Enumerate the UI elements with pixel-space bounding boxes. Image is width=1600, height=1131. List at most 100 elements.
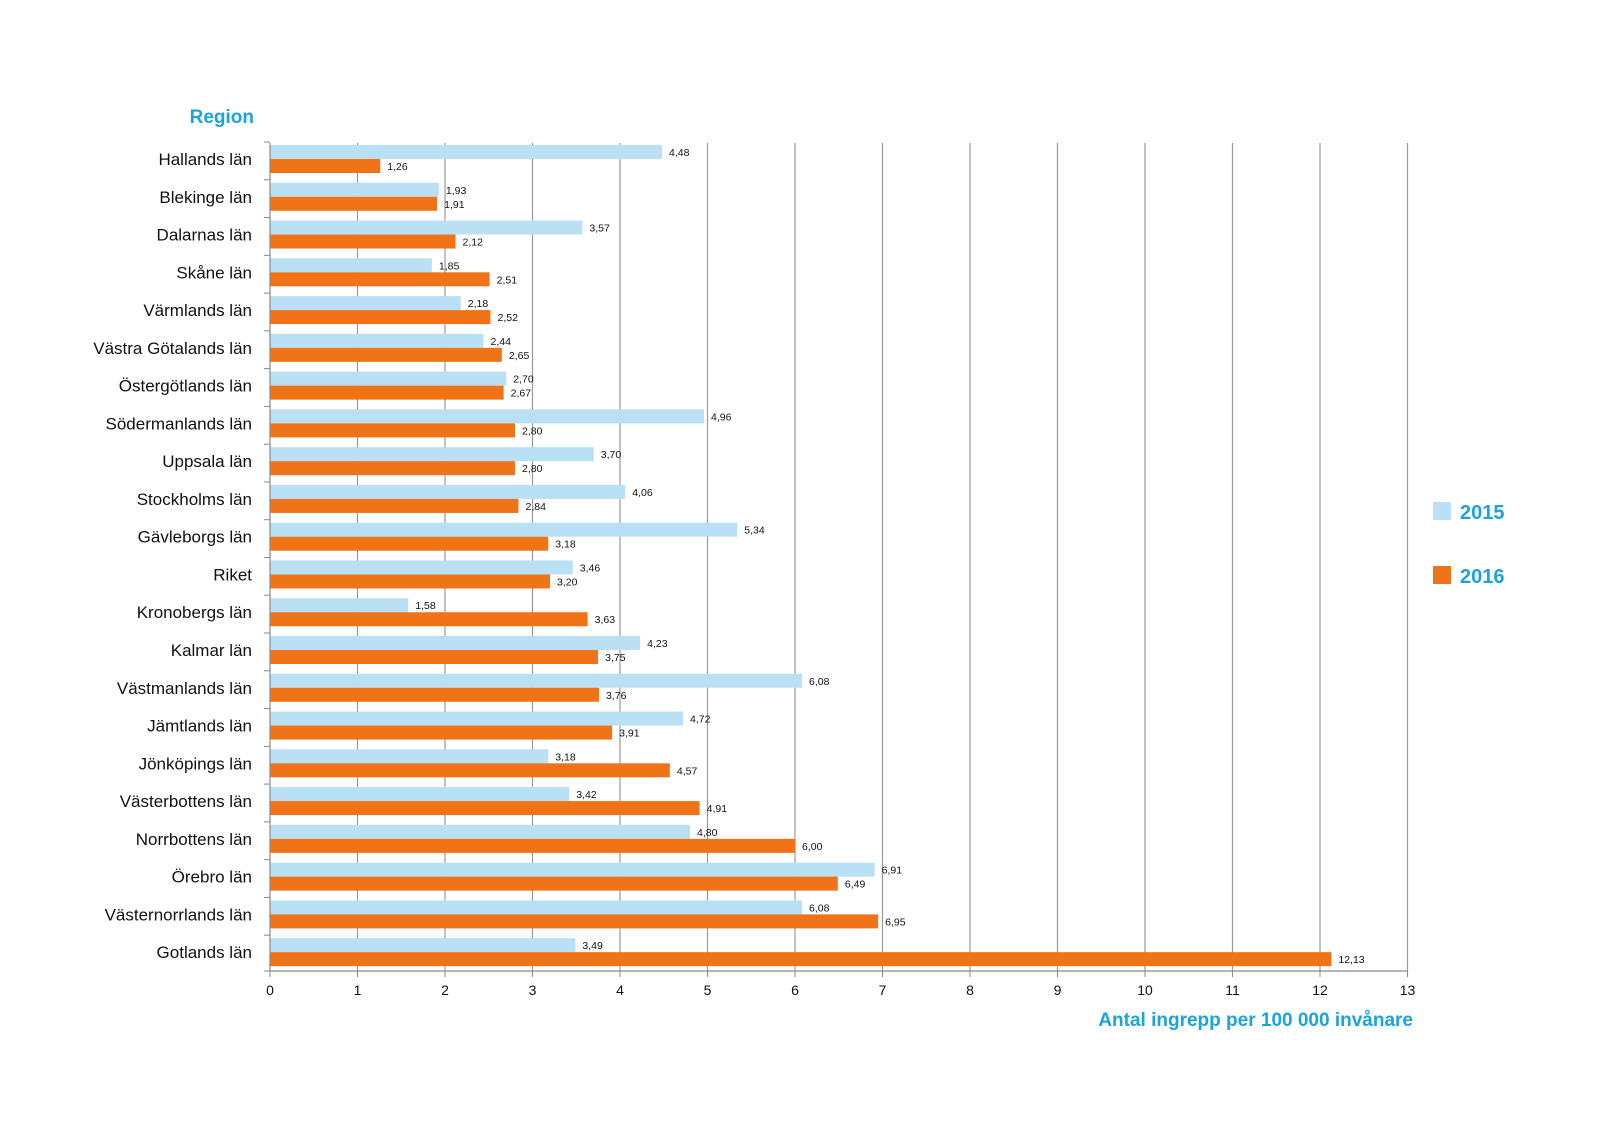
category-label: Västerbottens län (120, 792, 252, 811)
bar-2016 (270, 876, 838, 891)
data-label-2015: 1,85 (439, 260, 460, 272)
legend-label-2015: 2015 (1460, 502, 1505, 524)
x-tick-label-9: 9 (1054, 982, 1062, 998)
category-label: Västernorrlands län (105, 905, 252, 924)
bar-2015 (270, 673, 802, 688)
bar-2015 (270, 636, 641, 651)
x-tick-label-4: 4 (616, 982, 624, 998)
category-label: Norrbottens län (136, 830, 252, 849)
data-label-2016: 2,84 (526, 501, 547, 513)
bar-2016 (270, 272, 490, 287)
data-label-2016: 2,12 (463, 237, 484, 249)
category-label: Kalmar län (171, 641, 252, 660)
bar-2016 (270, 801, 700, 816)
bar-2016 (270, 159, 381, 173)
legend: 2015 2016 (1433, 502, 1505, 588)
data-label-2015: 4,80 (697, 827, 718, 839)
legend-label-2016: 2016 (1460, 566, 1505, 588)
data-label-2015: 2,70 (513, 374, 534, 386)
data-label-2015: 4,48 (669, 147, 690, 159)
bar-2016 (270, 385, 504, 400)
data-label-2016: 2,65 (509, 350, 530, 362)
data-label-2016: 3,91 (619, 728, 640, 740)
bar-2015 (270, 749, 549, 764)
bar-2015 (270, 371, 507, 386)
y-axis-title: Region (190, 107, 254, 128)
bar-2015 (270, 598, 409, 613)
bar-2015 (270, 258, 432, 273)
bar-2015 (270, 787, 570, 802)
bar-2016 (270, 763, 670, 778)
data-label-2015: 3,42 (576, 789, 597, 801)
legend-swatch-2015 (1433, 502, 1451, 520)
bar-2016 (270, 423, 515, 438)
data-label-2016: 12,13 (1338, 954, 1364, 966)
data-label-2016: 1,26 (387, 161, 408, 173)
bar-2016 (270, 196, 438, 211)
data-label-2015: 6,91 (882, 865, 903, 877)
bar-2015 (270, 145, 662, 159)
bar-2016 (270, 310, 491, 325)
category-label: Gotlands län (157, 943, 252, 962)
data-label-2015: 4,72 (690, 714, 711, 726)
data-label-2015: 3,18 (555, 751, 576, 763)
bar-2015 (270, 824, 690, 839)
data-label-2015: 3,46 (580, 562, 601, 574)
bar-2016 (270, 914, 879, 929)
data-label-2015: 5,34 (744, 525, 765, 537)
bar-2016 (270, 461, 515, 476)
data-label-2015: 4,06 (632, 487, 653, 499)
data-label-2016: 3,75 (605, 652, 626, 664)
data-label-2016: 3,76 (606, 690, 627, 702)
data-label-2016: 6,00 (802, 841, 823, 853)
axes (264, 141, 1408, 977)
data-label-2016: 6,49 (845, 879, 866, 891)
data-label-2016: 6,95 (885, 916, 906, 928)
data-label-2016: 2,80 (522, 463, 543, 475)
bar-2016 (270, 234, 456, 249)
bar-2015 (270, 409, 704, 424)
category-label: Skåne län (176, 263, 252, 282)
category-label: Kronobergs län (137, 603, 252, 622)
category-label: Västmanlands län (117, 679, 252, 698)
bar-2016 (270, 574, 550, 589)
data-label-2015: 2,44 (491, 336, 512, 348)
bar-2015 (270, 182, 439, 197)
data-label-2015: 3,70 (601, 449, 622, 461)
bar-2015 (270, 560, 573, 575)
bars (270, 145, 1332, 967)
data-label-2015: 6,08 (809, 902, 830, 914)
x-tick-label-3: 3 (529, 982, 537, 998)
data-label-2016: 3,63 (595, 614, 616, 626)
bar-2015 (270, 220, 583, 235)
data-label-2015: 2,18 (468, 298, 489, 310)
data-label-2016: 2,51 (497, 274, 518, 286)
data-label-2016: 1,91 (444, 199, 465, 211)
x-tick-label-10: 10 (1137, 982, 1153, 998)
bar-2016 (270, 612, 588, 627)
bar-2016 (270, 952, 1332, 967)
category-label: Västra Götalands län (93, 339, 252, 358)
x-tick-label-11: 11 (1225, 982, 1240, 998)
bar-2016 (270, 650, 599, 665)
data-label-2016: 2,67 (511, 388, 532, 400)
bar-2015 (270, 862, 875, 877)
x-tick-label-1: 1 (354, 982, 362, 998)
x-tick-label-13: 13 (1400, 982, 1416, 998)
data-label-2015: 4,23 (647, 638, 668, 650)
bar-2016 (270, 347, 502, 362)
data-label-2016: 2,52 (498, 312, 519, 324)
bar-2016 (270, 498, 519, 513)
category-label: Gävleborgs län (138, 528, 252, 547)
data-label-2015: 3,57 (589, 223, 610, 235)
x-tick-label-6: 6 (791, 982, 799, 998)
bar-2015 (270, 938, 576, 953)
category-label: Jämtlands län (147, 717, 252, 736)
category-label: Riket (213, 565, 252, 584)
x-axis-title: Antal ingrepp per 100 000 invånare (1098, 1010, 1413, 1031)
category-label: Dalarnas län (157, 226, 252, 245)
category-label: Värmlands län (143, 301, 252, 320)
x-tick-label-2: 2 (441, 982, 449, 998)
data-label-2015: 1,58 (415, 600, 436, 612)
